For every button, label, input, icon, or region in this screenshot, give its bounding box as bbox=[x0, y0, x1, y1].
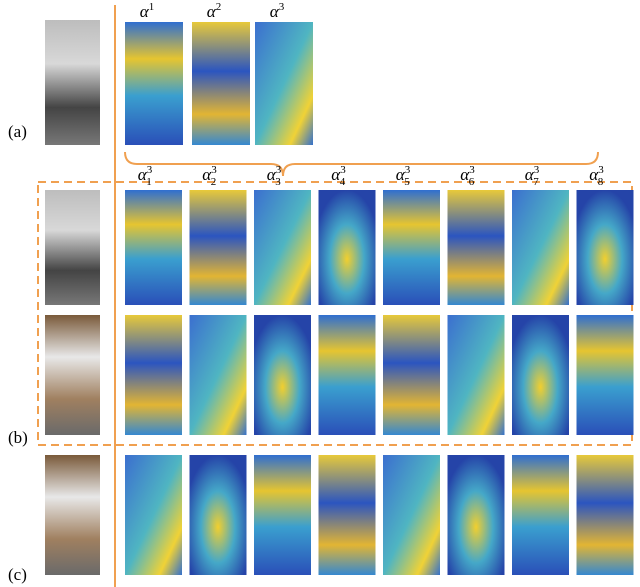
alpha-symbol: α bbox=[460, 165, 470, 184]
attention-map bbox=[512, 315, 569, 435]
alpha-symbol: α bbox=[138, 165, 148, 184]
person-photo bbox=[45, 455, 100, 575]
alpha-symbol: α bbox=[202, 165, 212, 184]
person-photo bbox=[45, 190, 100, 305]
map-label: α3 7 bbox=[525, 164, 540, 188]
subscript: 3 bbox=[275, 176, 281, 188]
subscript: 1 bbox=[146, 176, 152, 188]
attention-map bbox=[318, 190, 376, 305]
superscript: 3 bbox=[469, 164, 475, 176]
map-label: α3 5 bbox=[396, 164, 411, 188]
alpha-symbol: α bbox=[267, 165, 277, 184]
attention-map bbox=[447, 455, 505, 575]
alpha-symbol: α bbox=[525, 165, 535, 184]
subscript: 8 bbox=[598, 176, 604, 188]
superscript: 3 bbox=[276, 164, 282, 176]
superscript: 3 bbox=[340, 164, 346, 176]
attention-map bbox=[125, 22, 183, 145]
attention-map bbox=[189, 315, 247, 435]
attention-map bbox=[254, 455, 311, 575]
map-label: α3 8 bbox=[589, 164, 604, 188]
attention-map bbox=[189, 190, 247, 305]
attention-map bbox=[383, 190, 440, 305]
superscript: 2 bbox=[216, 1, 222, 13]
superscript: 3 bbox=[534, 164, 540, 176]
subscript: 5 bbox=[404, 176, 410, 188]
attention-map bbox=[254, 315, 311, 435]
superscript: 3 bbox=[598, 164, 604, 176]
alpha-symbol: α bbox=[270, 2, 280, 21]
person-photo bbox=[45, 315, 100, 435]
attention-map bbox=[512, 190, 569, 305]
attention-map bbox=[512, 455, 569, 575]
superscript: 3 bbox=[279, 1, 285, 13]
map-label: α1 bbox=[140, 1, 154, 21]
attention-map bbox=[125, 190, 182, 305]
attention-map bbox=[576, 455, 634, 575]
attention-map bbox=[192, 22, 250, 145]
map-label: α3 2 bbox=[202, 164, 217, 188]
superscript: 1 bbox=[149, 1, 155, 13]
map-label: α3 4 bbox=[331, 164, 346, 188]
map-label: α3 1 bbox=[138, 164, 153, 188]
map-label: α2 bbox=[207, 1, 221, 21]
superscript: 3 bbox=[211, 164, 217, 176]
attention-map bbox=[255, 22, 313, 145]
attention-map bbox=[447, 190, 505, 305]
alpha-symbol: α bbox=[396, 165, 406, 184]
alpha-symbol: α bbox=[589, 165, 599, 184]
attention-map bbox=[189, 455, 247, 575]
superscript: 3 bbox=[147, 164, 153, 176]
attention-map bbox=[125, 315, 182, 435]
panel-label: (b) bbox=[8, 428, 28, 447]
map-label: α3 bbox=[270, 1, 285, 21]
attention-map bbox=[318, 455, 376, 575]
brace bbox=[124, 151, 599, 177]
subscript: 4 bbox=[340, 176, 346, 188]
panel-label: (c) bbox=[8, 565, 27, 584]
subscript: 6 bbox=[469, 176, 475, 188]
subscript: 7 bbox=[533, 176, 539, 188]
alpha-symbol: α bbox=[140, 2, 150, 21]
superscript: 3 bbox=[405, 164, 411, 176]
alpha-symbol: α bbox=[331, 165, 341, 184]
map-label: α3 6 bbox=[460, 164, 475, 188]
person-photo bbox=[45, 20, 100, 145]
alpha-symbol: α bbox=[207, 2, 217, 21]
attention-map bbox=[576, 190, 634, 305]
map-label: α3 3 bbox=[267, 164, 282, 188]
attention-map bbox=[383, 455, 440, 575]
attention-map bbox=[254, 190, 311, 305]
attention-map bbox=[318, 315, 376, 435]
attention-map bbox=[447, 315, 505, 435]
attention-map bbox=[576, 315, 634, 435]
attention-map bbox=[125, 455, 182, 575]
attention-map bbox=[383, 315, 440, 435]
subscript: 2 bbox=[211, 176, 217, 188]
panel-label: (a) bbox=[8, 122, 27, 141]
